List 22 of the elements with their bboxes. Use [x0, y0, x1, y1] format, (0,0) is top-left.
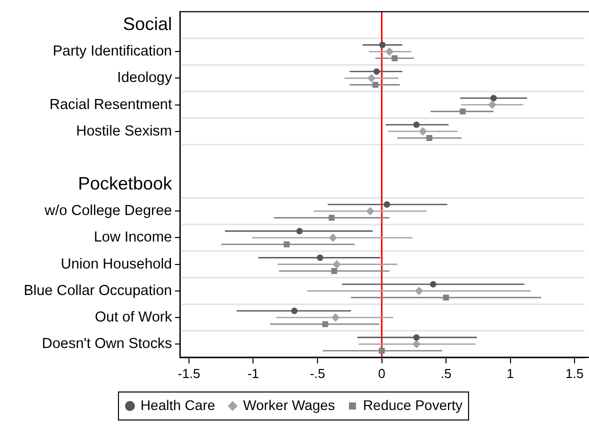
y-tick-label: w/o College Degree [44, 203, 172, 220]
x-tick-label: 1 [506, 366, 514, 381]
y-tick-label: Blue Collar Occupation [24, 282, 172, 299]
legend-label: Reduce Poverty [362, 396, 463, 413]
y-tick-label: Social [122, 14, 172, 34]
y-tick-label: Hostile Sexism [76, 123, 172, 140]
y-tick-label: Low Income [94, 230, 172, 246]
y-tick-label: Ideology [117, 70, 173, 86]
y-tick-label: Out of Work [94, 310, 173, 326]
legend-label: Health Care [140, 396, 216, 413]
y-tick-label: Racial Resentment [50, 96, 172, 113]
y-tick-label: Union Household [60, 256, 172, 272]
x-tick-label: 1.5 [565, 366, 584, 381]
x-tick-label: -1.5 [178, 366, 200, 381]
y-tick-label: Party Identification [52, 44, 172, 60]
legend-label: Worker Wages [243, 396, 335, 413]
x-tick-label: .5 [440, 366, 452, 381]
x-tick-label: -.5 [310, 366, 326, 381]
y-tick-label: Doesn't Own Stocks [42, 336, 172, 352]
x-tick-label: 0 [378, 366, 386, 381]
x-tick-label: -1 [247, 366, 260, 381]
y-tick-label: Pocketbook [78, 174, 173, 194]
